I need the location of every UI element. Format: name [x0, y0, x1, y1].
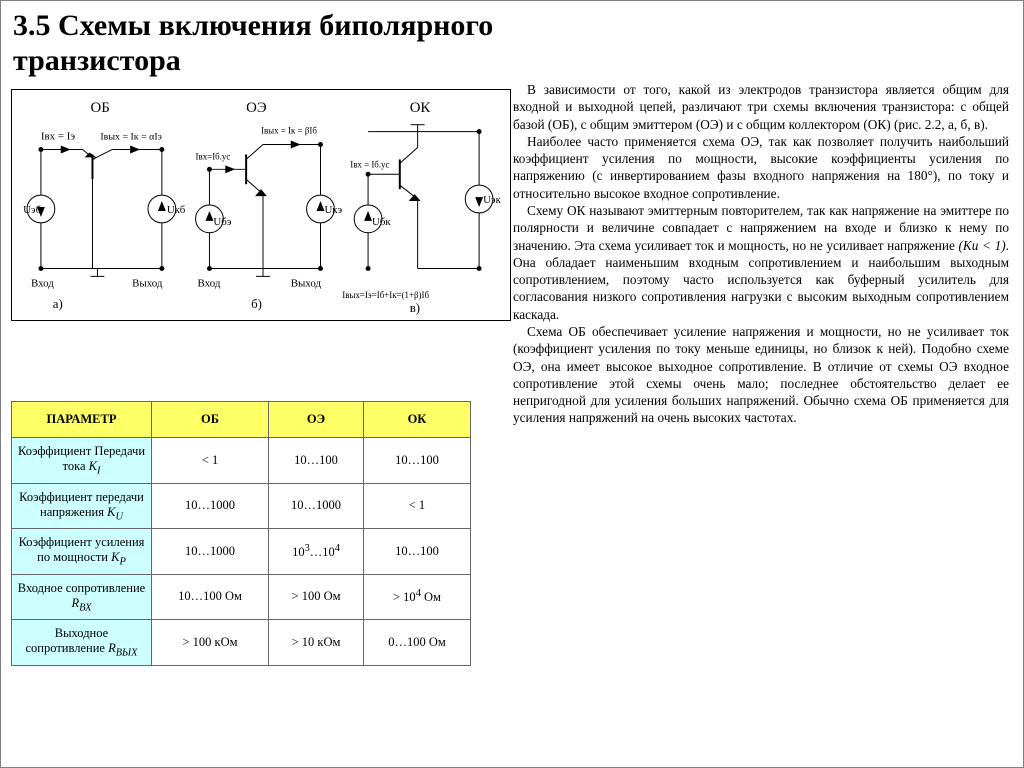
svg-text:Iвх = Iб.ус: Iвх = Iб.ус — [350, 159, 389, 169]
parameter-table: ПАРАМЕТР ОБ ОЭ ОК Коэффициент Передачи т… — [11, 401, 471, 666]
svg-text:Вход: Вход — [198, 277, 221, 289]
svg-text:Uкэ: Uкэ — [324, 204, 342, 216]
svg-text:Iвх = Iэ: Iвх = Iэ — [41, 131, 75, 143]
svg-text:Uбэ: Uбэ — [213, 216, 231, 228]
svg-text:Вход: Вход — [31, 277, 54, 289]
th-ok: ОК — [363, 402, 470, 438]
svg-text:а): а) — [53, 297, 63, 311]
svg-text:ОК: ОК — [410, 100, 431, 116]
svg-text:ОБ: ОБ — [90, 100, 109, 116]
th-ob: ОБ — [152, 402, 269, 438]
para-3: Схему ОК называют эмиттерным повторителе… — [513, 202, 1009, 323]
svg-text:Выход: Выход — [132, 277, 163, 289]
table-row: Коэффициент усиления по мощности KP10…10… — [12, 529, 471, 575]
svg-text:Uэк: Uэк — [483, 194, 502, 206]
circuit-diagram: ОБ Uэб — [11, 89, 511, 321]
svg-text:Uбк: Uбк — [372, 216, 391, 228]
para-4: Схема ОБ обеспечивает усиление напряжени… — [513, 323, 1009, 427]
svg-text:в): в) — [410, 301, 420, 315]
svg-text:Iвых = Iк = βIб: Iвых = Iк = βIб — [261, 126, 317, 136]
para-2: Наиболее часто применяется схема ОЭ, так… — [513, 133, 1009, 202]
svg-text:ОЭ: ОЭ — [246, 100, 267, 116]
svg-text:Iвых=Iэ=Iб+Iк=(1+β)Iб: Iвых=Iэ=Iб+Iк=(1+β)Iб — [342, 290, 429, 300]
th-param: ПАРАМЕТР — [12, 402, 152, 438]
table-row: Выходное сопротивление RВЫХ> 100 кОм> 10… — [12, 620, 471, 666]
svg-text:Uкб: Uкб — [167, 204, 186, 216]
svg-text:Iвх=Iб.ус: Iвх=Iб.ус — [196, 151, 231, 161]
svg-text:б): б) — [251, 297, 262, 311]
table-row: Коэффициент передачи напряжения KU10…100… — [12, 483, 471, 529]
table-row: Входное сопротивление RВХ10…100 Ом> 100 … — [12, 574, 471, 620]
svg-text:Выход: Выход — [291, 277, 322, 289]
th-oe: ОЭ — [269, 402, 364, 438]
svg-text:Iвых = Iк = αIэ: Iвых = Iк = αIэ — [100, 132, 162, 143]
para-1: В зависимости от того, какой из электрод… — [513, 81, 1009, 133]
page-title: 3.5 Схемы включения биполярного транзист… — [13, 9, 533, 78]
body-text: В зависимости от того, какой из электрод… — [513, 81, 1009, 427]
svg-text:Uэб: Uэб — [23, 204, 42, 216]
table-body: Коэффициент Передачи тока KI< 110…10010…… — [12, 438, 471, 666]
circuit-svg: ОБ Uэб — [12, 90, 510, 320]
table-row: Коэффициент Передачи тока KI< 110…10010…… — [12, 438, 471, 484]
